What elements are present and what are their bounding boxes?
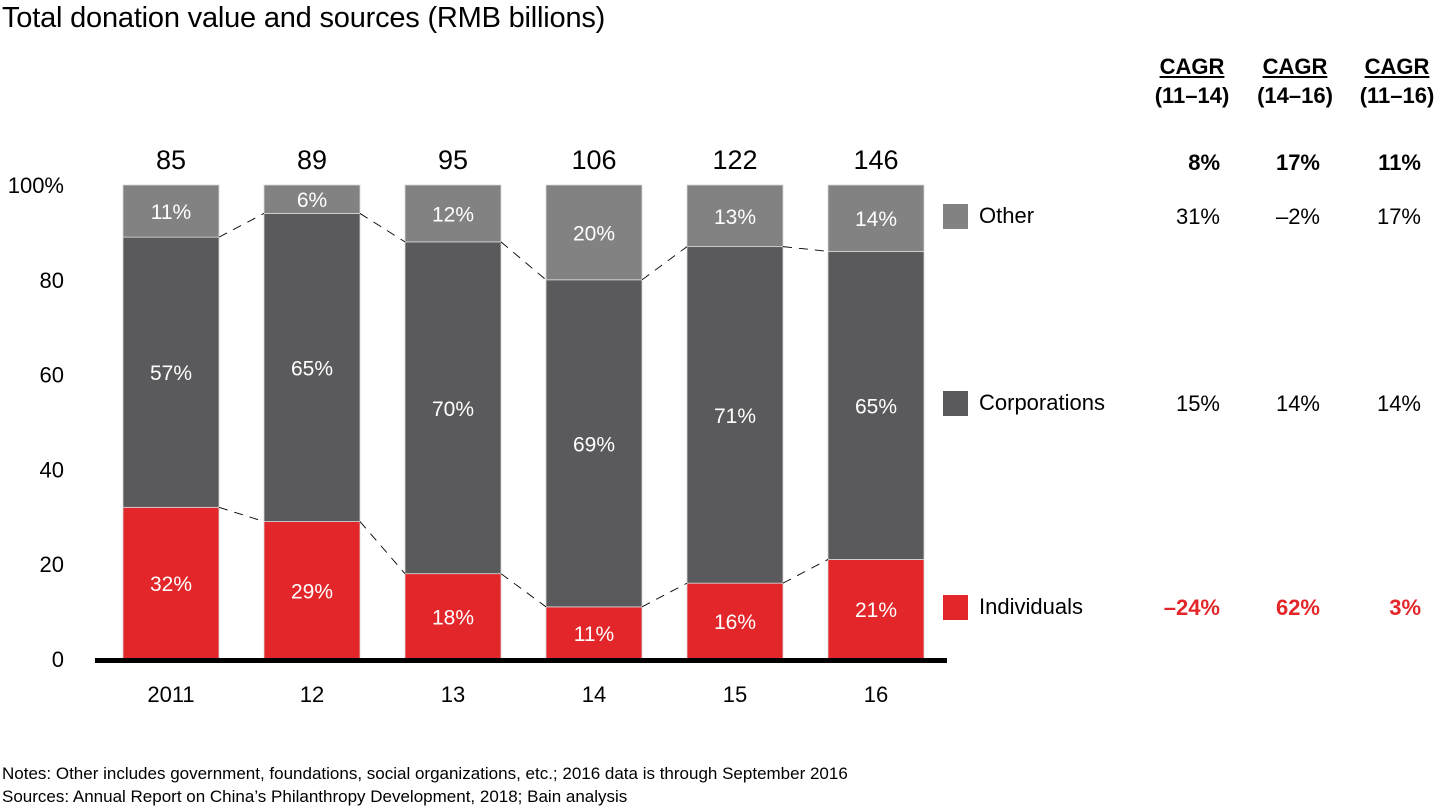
total-label: 146	[853, 145, 898, 175]
cagr-header-label: CAGR	[1364, 54, 1430, 79]
cagr-total-11-14: 8%	[1188, 150, 1220, 175]
cagr-header-period: (11–14)	[1154, 83, 1230, 108]
footnotes: Notes: Other includes government, founda…	[2, 762, 848, 808]
bar-segment-individuals	[404, 573, 502, 660]
legend-swatch-corporations	[943, 390, 968, 416]
legend-label: Corporations	[979, 390, 1105, 415]
connector-line	[359, 521, 406, 574]
data-label-corporations: 65%	[291, 357, 333, 380]
cagr-other-11-14: 31%	[1175, 204, 1220, 229]
bar-segment-corporations	[404, 241, 502, 575]
data-label-individuals: 11%	[574, 623, 614, 646]
legend-item-individuals: Individuals	[943, 594, 1083, 620]
bar-segment-other	[545, 184, 643, 281]
cagr-header-period: (11–16)	[1359, 83, 1435, 108]
cagr-individuals-11-14: –24%	[1163, 595, 1220, 620]
bar-segment-individuals	[122, 506, 220, 660]
connector-line	[641, 246, 688, 281]
data-label-other: 6%	[297, 189, 327, 212]
x-tick-label: 13	[441, 682, 465, 707]
y-tick-label: 20	[40, 552, 64, 577]
data-label-corporations: 57%	[150, 362, 192, 385]
total-label: 95	[438, 145, 468, 175]
cagr-corporations-11-16: 14%	[1376, 391, 1421, 416]
cagr-total-11-16: 11%	[1378, 150, 1421, 175]
total-label: 122	[712, 145, 757, 175]
data-label-individuals: 32%	[150, 573, 192, 596]
x-tick-label: 16	[864, 682, 888, 707]
data-label-individuals: 16%	[714, 611, 756, 634]
bar-segment-individuals	[827, 559, 925, 660]
legend-label: Individuals	[979, 594, 1083, 619]
total-label: 85	[156, 145, 186, 175]
cagr-header-label: CAGR	[1262, 54, 1328, 79]
x-tick-label: 15	[723, 682, 747, 707]
connector-line	[359, 213, 406, 243]
cagr-corporations-11-14: 15%	[1175, 391, 1220, 416]
legend-label: Other	[979, 203, 1035, 228]
data-label-other: 13%	[714, 206, 756, 229]
data-label-other: 12%	[432, 203, 474, 226]
bar-segment-other	[122, 184, 220, 238]
data-label-other: 14%	[855, 208, 897, 231]
bar-segment-other	[827, 184, 925, 252]
data-label-individuals: 21%	[855, 599, 897, 622]
bar-segment-other	[686, 184, 784, 248]
total-label: 106	[571, 145, 616, 175]
y-tick-label: 60	[40, 363, 64, 388]
bar-segment-other	[263, 184, 361, 214]
connector-line	[218, 506, 265, 522]
cagr-header-11-14: CAGR (11–14)	[1147, 52, 1237, 110]
connector-line	[782, 246, 829, 252]
connector-line	[782, 559, 829, 584]
cagr-corporations-14-16: 14%	[1275, 391, 1320, 416]
connector-line	[500, 573, 547, 608]
legend-swatch-other	[943, 203, 968, 229]
connector-line	[641, 582, 688, 608]
cagr-individuals-11-16: 3%	[1389, 595, 1421, 620]
x-tick-label: 2011	[147, 682, 194, 707]
y-tick-label: 100%	[8, 173, 64, 198]
bar-segment-corporations	[827, 250, 925, 560]
connector-line	[218, 213, 265, 238]
sources-line: Sources: Annual Report on China’s Philan…	[2, 787, 628, 806]
cagr-header-label: CAGR	[1159, 54, 1225, 79]
data-label-individuals: 29%	[291, 580, 333, 603]
data-label-corporations: 70%	[432, 398, 474, 421]
cagr-header-11-16: CAGR (11–16)	[1352, 52, 1440, 110]
bar-segment-individuals	[263, 521, 361, 660]
notes-line: Notes: Other includes government, founda…	[2, 764, 848, 783]
data-label-individuals: 18%	[432, 606, 474, 629]
cagr-header-period: (14–16)	[1257, 83, 1333, 108]
legend-item-other: Other	[943, 203, 1034, 229]
x-axis-baseline	[95, 658, 947, 663]
y-tick-label: 0	[52, 647, 64, 672]
total-label: 89	[297, 145, 327, 175]
bar-segment-other	[404, 184, 502, 243]
cagr-header-14-16: CAGR (14–16)	[1250, 52, 1340, 110]
data-label-other: 11%	[151, 201, 191, 224]
cagr-other-11-16: 17%	[1376, 204, 1421, 229]
data-label-corporations: 65%	[855, 395, 897, 418]
bar-segment-corporations	[545, 279, 643, 608]
connector-line	[500, 241, 547, 281]
cagr-individuals-14-16: 62%	[1275, 595, 1320, 620]
legend-swatch-individuals	[943, 594, 968, 620]
bar-segment-corporations	[686, 246, 784, 584]
cagr-other-14-16: –2%	[1275, 204, 1320, 229]
chart-title: Total donation value and sources (RMB bi…	[2, 2, 606, 34]
data-label-other: 20%	[573, 222, 615, 245]
legend-item-corporations: Corporations	[943, 390, 1105, 416]
cagr-total-14-16: 17%	[1275, 150, 1320, 175]
x-tick-label: 12	[300, 682, 324, 707]
bar-segment-individuals	[686, 582, 784, 660]
bar-segment-corporations	[263, 213, 361, 522]
y-tick-label: 40	[40, 457, 64, 482]
x-tick-label: 14	[582, 682, 606, 707]
y-tick-label: 80	[40, 268, 64, 293]
data-label-corporations: 69%	[573, 433, 615, 456]
data-label-corporations: 71%	[714, 405, 756, 428]
